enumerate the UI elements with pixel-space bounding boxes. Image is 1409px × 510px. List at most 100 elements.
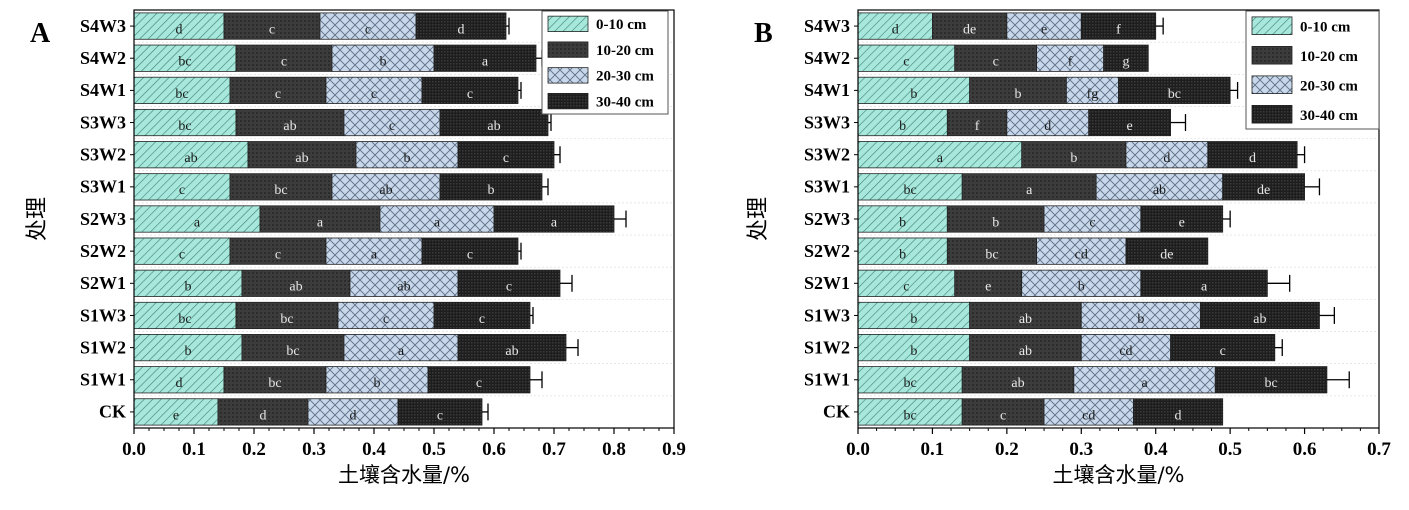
category-tick-label: S2W3 — [804, 209, 850, 229]
data-label: ab — [1019, 344, 1032, 359]
data-label: f — [1068, 55, 1073, 70]
data-label: a — [482, 55, 489, 70]
bar-segment — [397, 398, 483, 426]
data-label: a — [937, 151, 944, 166]
data-label: c — [467, 87, 473, 102]
data-label: b — [899, 215, 906, 230]
data-label: cd — [1119, 344, 1132, 359]
x-tick-label: 0.2 — [242, 439, 266, 460]
legend-swatch — [1251, 105, 1293, 124]
x-tick-label: 0.0 — [122, 439, 146, 460]
bar-segment — [857, 334, 971, 362]
legend-entry: 20-30 cm — [1300, 79, 1358, 95]
x-tick-label: 0.3 — [1069, 439, 1093, 460]
data-label: ab — [289, 280, 302, 295]
bar-segment — [1199, 301, 1320, 330]
data-label: b — [1070, 151, 1077, 166]
bar-segment — [217, 398, 309, 426]
category-tick-label: S3W1 — [804, 177, 850, 197]
data-label: b — [910, 312, 917, 327]
data-label: a — [317, 215, 324, 230]
data-label: b — [910, 344, 917, 359]
data-label: ab — [487, 119, 500, 134]
data-label: e — [1127, 119, 1133, 134]
category-tick-label: S3W1 — [80, 177, 126, 197]
bar-segment — [1207, 141, 1298, 169]
data-label: e — [173, 408, 179, 423]
data-label: b — [374, 376, 381, 391]
data-label: c — [1089, 215, 1095, 230]
data-label: e — [985, 280, 991, 295]
bar-segment — [1132, 398, 1224, 426]
bar-segment — [325, 76, 423, 104]
bar-segment — [133, 301, 237, 330]
panel-letter: A — [30, 18, 51, 49]
data-label: c — [281, 55, 287, 70]
bar-segment — [1088, 108, 1171, 137]
category-tick-label: S3W3 — [804, 112, 850, 132]
data-label: a — [398, 344, 405, 359]
bar-segment — [857, 301, 971, 330]
category-tick-label: S4W3 — [804, 16, 850, 36]
data-label: c — [179, 248, 185, 263]
bar-segment — [133, 12, 225, 40]
data-label: b — [899, 248, 906, 263]
legend: 0-10 cm 10-20 cm 20-30 cm 30-40 cm — [541, 10, 669, 115]
category-tick-label: S2W1 — [80, 273, 126, 293]
data-label: ab — [1019, 312, 1032, 327]
data-label: d — [1249, 151, 1256, 166]
category-tick-label: S3W2 — [80, 144, 126, 164]
bar-segment — [857, 237, 948, 265]
data-label: c — [903, 280, 909, 295]
data-label: c — [1000, 408, 1006, 423]
data-label: bc — [178, 55, 191, 70]
data-label: b — [488, 183, 495, 198]
data-label: c — [993, 55, 999, 70]
bar-segment — [355, 141, 459, 169]
bar-segment — [457, 269, 561, 297]
bar-segment — [857, 44, 956, 72]
bar-segment — [1043, 398, 1134, 426]
bar-segment — [259, 205, 381, 233]
category-tick-label: S1W2 — [80, 337, 126, 357]
category-tick-label: S1W1 — [80, 370, 126, 390]
data-label: b — [380, 55, 387, 70]
bar-segment — [433, 301, 531, 330]
x-tick-label: 0.4 — [362, 439, 386, 460]
data-label: de — [963, 22, 976, 37]
data-label: f — [1116, 22, 1121, 37]
legend-entry: 10-20 cm — [596, 43, 654, 59]
legend-swatch — [547, 67, 589, 84]
legend-swatch — [547, 41, 589, 58]
legend-swatch — [547, 15, 589, 32]
data-label: de — [1257, 183, 1270, 198]
bar-segment — [969, 76, 1067, 104]
legend-entry: 30-40 cm — [1300, 108, 1358, 124]
bar-segment — [1140, 205, 1224, 233]
x-tick-label: 0.1 — [921, 439, 945, 460]
bar-segment — [961, 398, 1045, 426]
bar-segment — [932, 12, 1008, 40]
bar-segment — [961, 173, 1097, 201]
bar-segment — [1222, 173, 1305, 201]
data-label: b — [899, 119, 906, 134]
bar-segment — [439, 108, 549, 137]
bar-segment — [1214, 366, 1328, 394]
category-tick-label: S2W3 — [80, 209, 126, 229]
x-axis-label: 土壤含水量/% — [1052, 463, 1184, 487]
bar-segment — [421, 237, 519, 265]
category-tick-label: S2W2 — [80, 241, 126, 261]
bar-segment — [1021, 141, 1127, 169]
data-label: c — [467, 248, 473, 263]
bar-segment — [331, 173, 441, 201]
legend-swatch — [1251, 75, 1293, 95]
bar-segment — [133, 269, 243, 297]
data-label: c — [275, 248, 281, 263]
bar-segment — [1073, 366, 1216, 394]
data-label: a — [1026, 183, 1033, 198]
bar-segment — [319, 12, 417, 40]
data-label: b — [185, 344, 192, 359]
category-tick-label: S4W2 — [80, 48, 126, 68]
category-tick-label: S4W2 — [804, 48, 850, 68]
x-axis-label: 土壤含水量/% — [338, 463, 470, 487]
